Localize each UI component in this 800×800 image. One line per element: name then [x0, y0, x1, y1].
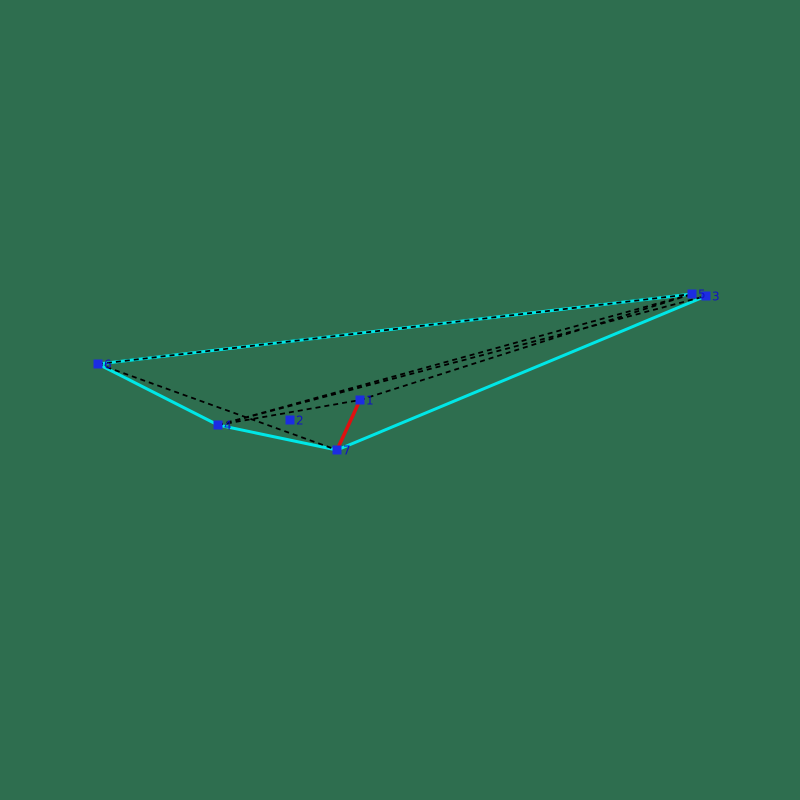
- edges-layer: [97, 292, 707, 452]
- edge-4-5-dashed: [217, 293, 693, 426]
- edge-6-4-solid: [97, 362, 219, 427]
- node-2-marker: [285, 415, 295, 425]
- edge-6-7-dashed: [97, 363, 338, 451]
- node-6-label: 6: [104, 358, 112, 372]
- node-5-marker: [687, 289, 697, 299]
- edge-4-7-solid: [217, 423, 338, 452]
- node-1-label: 1: [366, 394, 374, 408]
- node-6-marker: [93, 359, 103, 369]
- edge-6-5-dashed: [97, 293, 693, 365]
- edge-7-3-solid: [336, 294, 707, 452]
- node-4-marker: [213, 420, 223, 430]
- node-4-label: 4: [224, 419, 232, 433]
- node-7-label: 7: [343, 444, 351, 458]
- node-5-label: 5: [698, 288, 706, 302]
- edge-4-1-dashed: [217, 399, 361, 426]
- node-7-marker: [332, 445, 342, 455]
- node-2-label: 2: [296, 414, 304, 428]
- node-1-marker: [355, 395, 365, 405]
- edge-1-5-dashed: [359, 293, 693, 401]
- labels-layer: 1 2 3 4 5 6 7: [104, 288, 720, 458]
- edge-1-7-solid: [335, 399, 362, 451]
- edge-4-3-dashed: [217, 295, 707, 426]
- node-3-marker: [701, 291, 711, 301]
- node-3-label: 3: [712, 290, 720, 304]
- nodes-layer: [93, 289, 711, 455]
